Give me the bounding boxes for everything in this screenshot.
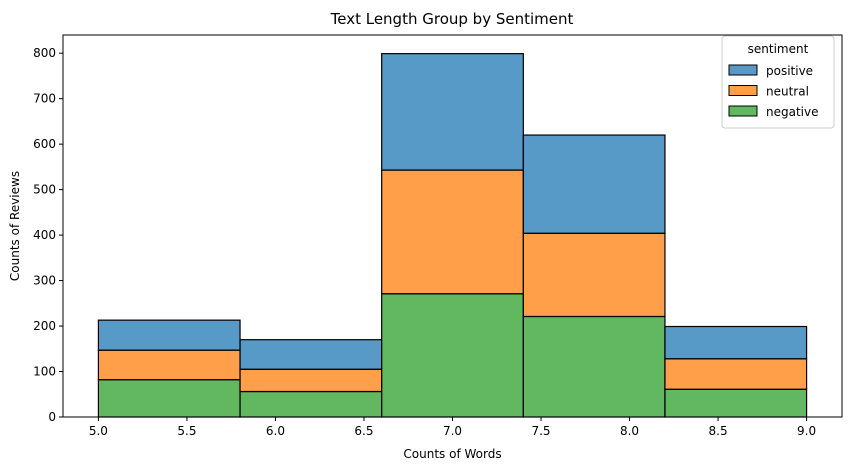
y-tick-label: 400 — [33, 228, 56, 242]
x-tick-label: 6.5 — [354, 424, 373, 438]
bar-neutral-bin-3 — [381, 169, 524, 295]
x-tick-label: 8.0 — [620, 424, 639, 438]
y-tick-label: 0 — [48, 410, 56, 424]
bar-negative-bin-5 — [664, 388, 808, 418]
bar-positive-bin-2 — [239, 339, 383, 370]
y-tick-label: 500 — [33, 183, 56, 197]
x-tick-label: 7.5 — [531, 424, 550, 438]
chart-title: Text Length Group by Sentiment — [330, 10, 574, 28]
legend-label-negative: negative — [766, 105, 818, 119]
bar-neutral-bin-4 — [522, 232, 666, 318]
y-axis: 0 100 200 300 400 500 600 700 800 — [33, 46, 63, 424]
bar-positive-bin-3 — [381, 53, 524, 171]
y-tick-label: 100 — [33, 365, 56, 379]
bars-layer — [97, 53, 808, 418]
y-tick-label: 600 — [33, 137, 56, 151]
legend-swatch-positive — [728, 64, 758, 76]
x-tick-label: 5.5 — [177, 424, 196, 438]
legend: sentiment positive neutral negative — [721, 35, 835, 129]
x-tick-label: 9.0 — [797, 424, 816, 438]
bar-neutral-bin-5 — [664, 358, 808, 390]
x-tick-label: 5.0 — [89, 424, 108, 438]
bar-negative-bin-1 — [97, 379, 241, 418]
legend-swatch-negative — [728, 105, 758, 117]
bar-neutral-bin-2 — [239, 368, 383, 393]
x-tick-label: 6.0 — [266, 424, 285, 438]
x-tick-label: 8.5 — [709, 424, 728, 438]
x-tick-label: 7.0 — [443, 424, 462, 438]
legend-title: sentiment — [748, 42, 809, 56]
x-axis: 5.0 5.5 6.0 6.5 7.0 7.5 8.0 8.5 9.0 — [89, 417, 816, 438]
legend-swatch-neutral — [728, 85, 758, 96]
x-axis-label: Counts of Words — [403, 447, 501, 461]
bar-negative-bin-2 — [239, 390, 383, 418]
legend-label-neutral: neutral — [766, 85, 809, 99]
legend-box — [721, 35, 835, 129]
y-tick-label: 200 — [33, 319, 56, 333]
bar-positive-bin-4 — [522, 134, 666, 234]
bar-positive-bin-1 — [97, 319, 241, 351]
y-axis-label: Counts of Reviews — [8, 171, 22, 281]
y-tick-label: 700 — [33, 92, 56, 106]
bar-positive-bin-5 — [664, 325, 808, 360]
bar-negative-bin-3 — [381, 293, 524, 418]
bar-neutral-bin-1 — [97, 349, 241, 381]
legend-label-positive: positive — [766, 64, 813, 78]
y-tick-label: 800 — [33, 46, 56, 60]
y-tick-label: 300 — [33, 274, 56, 288]
bar-negative-bin-4 — [522, 315, 666, 418]
